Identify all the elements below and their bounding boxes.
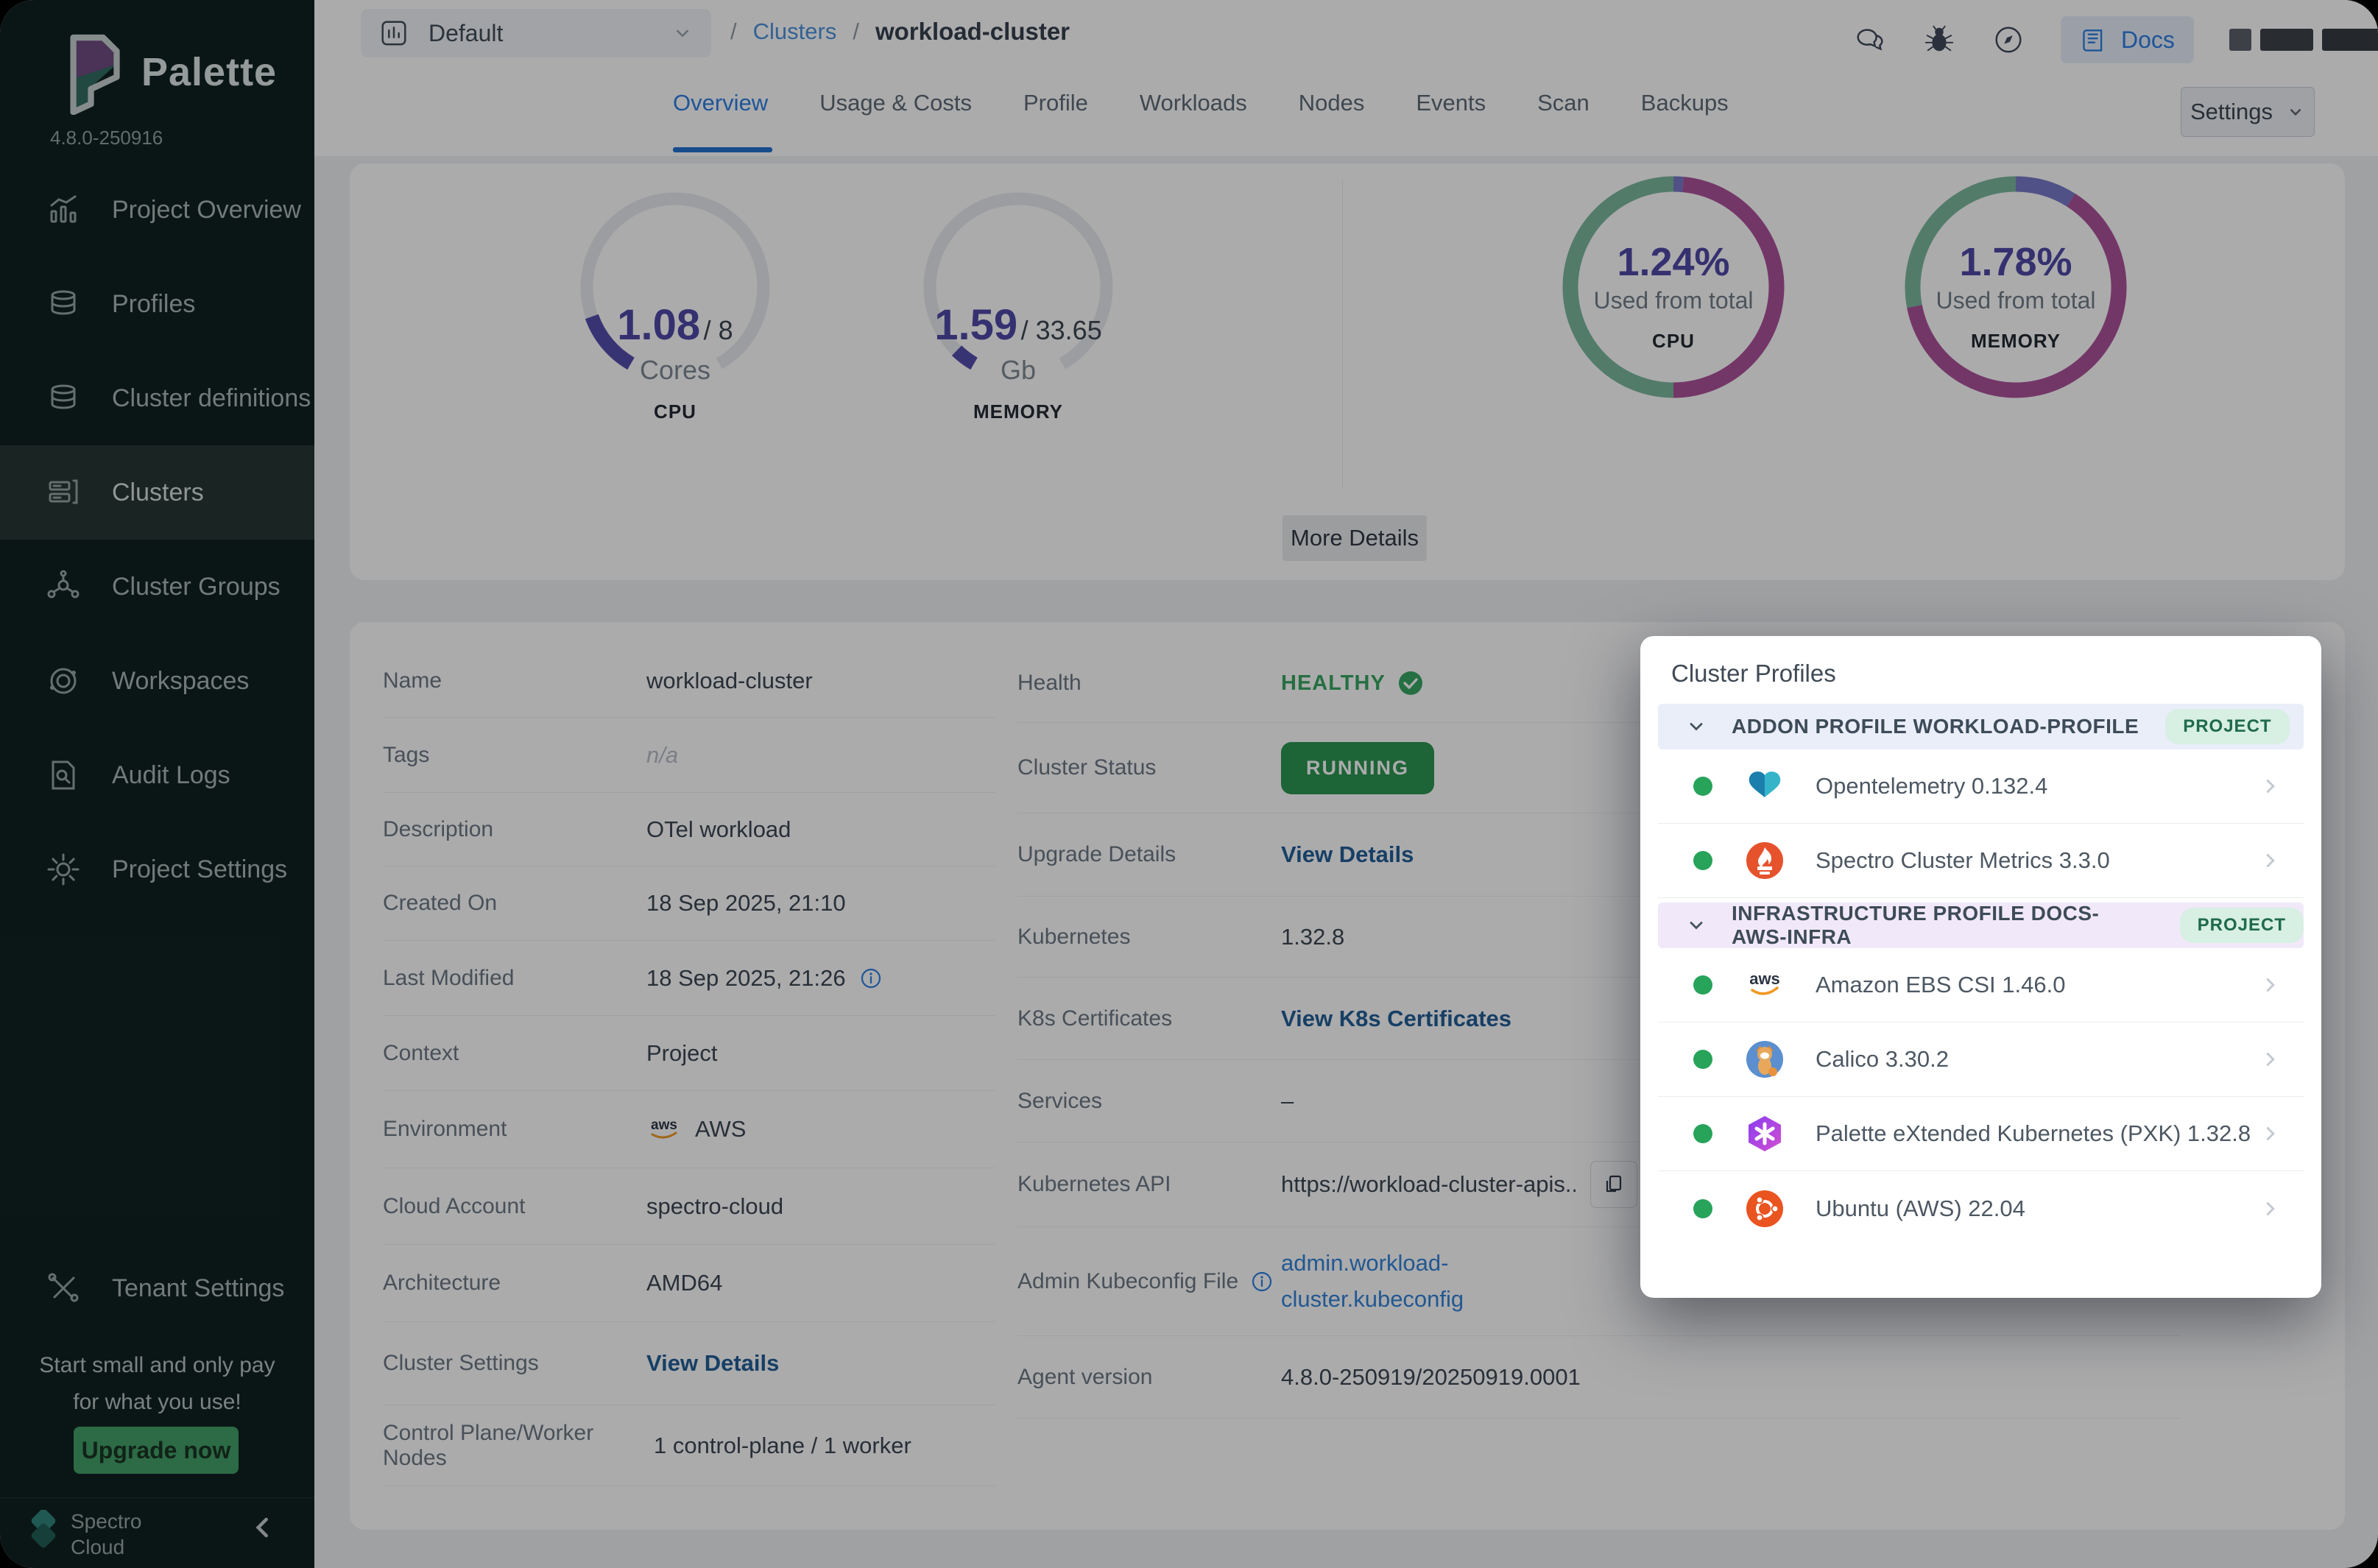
project-badge: PROJECT <box>2165 709 2289 744</box>
profile-item-name: Palette eXtended Kubernetes (PXK) 1.32.8 <box>1816 1120 2251 1147</box>
chevron-right-icon <box>2259 1123 2282 1145</box>
chevron-right-icon <box>2259 1198 2282 1220</box>
status-dot <box>1693 1124 1712 1143</box>
profile-item-calico[interactable]: Calico 3.30.2 <box>1658 1023 2304 1097</box>
chevron-right-icon <box>2259 974 2282 996</box>
calico-icon <box>1745 1039 1785 1079</box>
status-dot <box>1693 1050 1712 1069</box>
infrastructure-profile-section-header[interactable]: INFRASTRUCTURE PROFILE DOCS-AWS-INFRA PR… <box>1658 903 2304 948</box>
ubuntu-icon <box>1745 1189 1785 1229</box>
status-dot <box>1693 1199 1712 1218</box>
profile-item-ubuntu[interactable]: Ubuntu (AWS) 22.04 <box>1658 1171 2304 1246</box>
section-header-label: INFRASTRUCTURE PROFILE DOCS-AWS-INFRA <box>1732 902 2153 949</box>
prometheus-icon <box>1745 841 1785 880</box>
addon-profile-section-header[interactable]: ADDON PROFILE WORKLOAD-PROFILE PROJECT <box>1658 704 2304 749</box>
popup-title: Cluster Profiles <box>1671 660 1836 688</box>
chevron-right-icon <box>2259 1048 2282 1070</box>
profile-item-name: Calico 3.30.2 <box>1816 1046 1949 1073</box>
opentelemetry-icon <box>1745 766 1785 806</box>
chevron-down-icon <box>1686 915 1707 936</box>
profiles-list: ADDON PROFILE WORKLOAD-PROFILE PROJECT O… <box>1658 704 2304 1246</box>
project-badge: PROJECT <box>2180 908 2304 943</box>
profile-item-spectro-cluster-metrics[interactable]: Spectro Cluster Metrics 3.3.0 <box>1658 824 2304 898</box>
profile-item-name: Ubuntu (AWS) 22.04 <box>1816 1196 2025 1222</box>
chevron-right-icon <box>2259 775 2282 797</box>
chevron-down-icon <box>1686 716 1707 737</box>
section-header-label: ADDON PROFILE WORKLOAD-PROFILE <box>1732 715 2139 738</box>
profile-item-pxk[interactable]: Palette eXtended Kubernetes (PXK) 1.32.8 <box>1658 1097 2304 1171</box>
aws-icon: aws <box>1745 965 1785 1005</box>
profile-item-opentelemetry[interactable]: Opentelemetry 0.132.4 <box>1658 749 2304 824</box>
app-window: Palette 4.8.0-250916 Project Overview Pr… <box>0 0 2378 1568</box>
chevron-right-icon <box>2259 850 2282 872</box>
status-dot <box>1693 777 1712 796</box>
status-dot <box>1693 851 1712 870</box>
svg-text:aws: aws <box>1749 970 1780 988</box>
profile-item-name: Opentelemetry 0.132.4 <box>1816 773 2047 799</box>
pxk-icon <box>1745 1114 1785 1154</box>
profile-item-name: Spectro Cluster Metrics 3.3.0 <box>1816 847 2110 874</box>
status-dot <box>1693 975 1712 995</box>
profile-item-name: Amazon EBS CSI 1.46.0 <box>1816 972 2065 998</box>
cluster-profiles-popup: Cluster Profiles ADDON PROFILE WORKLOAD-… <box>1640 636 2321 1298</box>
profile-item-amazon-ebs-csi[interactable]: aws Amazon EBS CSI 1.46.0 <box>1658 948 2304 1023</box>
